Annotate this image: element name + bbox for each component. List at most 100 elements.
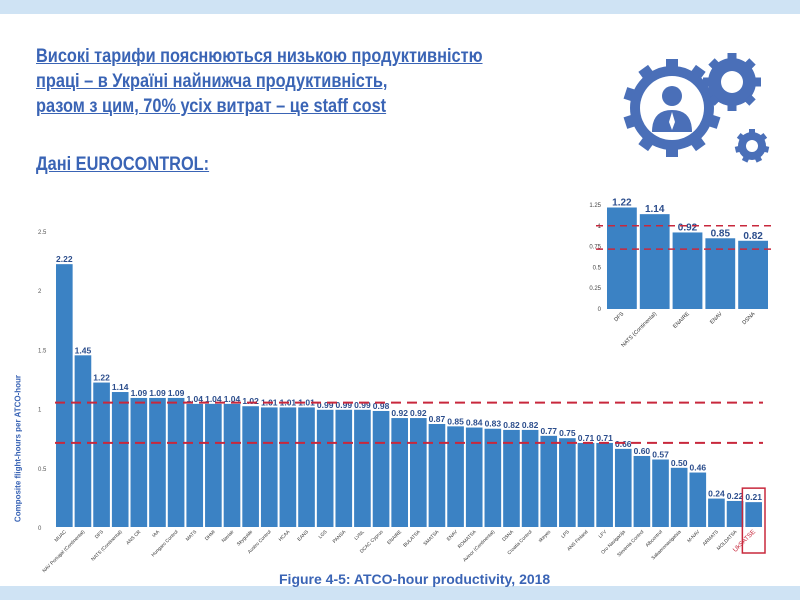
bar-ans-finland (577, 442, 595, 527)
bar-muac (56, 264, 73, 527)
value-label: 0.71 (596, 433, 613, 443)
value-label: 0.50 (671, 458, 688, 468)
value-label: 0.82 (503, 420, 520, 430)
main-chart: 2.221.451.221.141.09 1.09 1.091.04 1.04 1.04… (38, 186, 772, 574)
x-tick-label: NATS (Continental) (90, 529, 124, 563)
inset-value-label: 1.22 (612, 197, 632, 208)
value-label: 0.24 (708, 489, 725, 499)
value-label: 0.57 (652, 450, 669, 460)
x-tick-label: Skyguide (236, 529, 254, 547)
bar-eans (298, 407, 315, 527)
bar-ans-cr (130, 397, 148, 527)
bar-uksatse (745, 502, 762, 527)
inset-y-tick-label: 1 (598, 224, 602, 230)
value-label: 0.92 (410, 408, 427, 418)
bar-hcaa (279, 407, 297, 527)
y-tick-label: 0 (38, 526, 42, 532)
inset-bar-dsna (738, 240, 768, 309)
inset-bar-dfs (607, 207, 637, 309)
y-tick-label: 2.5 (38, 230, 47, 236)
bar-skeyes (540, 435, 558, 527)
bar-oro-navigacija (614, 448, 632, 527)
value-label: 0.83 (485, 419, 502, 429)
inset-value-label: 0.82 (743, 231, 763, 242)
value-label: 0.99 (317, 400, 334, 410)
bar-hungaro-control (167, 397, 185, 527)
x-tick-label: Naviair (221, 529, 236, 544)
value-label: 0.92 (391, 408, 408, 418)
value-label: 0.46 (690, 463, 707, 473)
value-label: 0.99 (336, 400, 353, 410)
value-label: 0.77 (540, 426, 557, 436)
x-tick-label: ANS CR (125, 529, 142, 546)
slide: Високі тарифи пояснюються низькою продук… (0, 14, 800, 587)
bar-romatsa (465, 427, 483, 527)
bar-austro-control (260, 407, 278, 527)
uksatse-highlight-box (741, 487, 766, 554)
x-tick-label: ENAIRE (386, 529, 403, 546)
bar-sakaeronavigatsia (670, 467, 688, 527)
value-label: 1.14 (112, 382, 129, 392)
bar-enaire (391, 418, 408, 527)
value-label: 0.75 (559, 428, 576, 438)
value-label: 0.71 (578, 433, 595, 443)
x-tick-label: EANS (296, 529, 309, 542)
value-label: 1.02 (242, 396, 259, 406)
subtitle: Дані EUROCONTROL: (36, 154, 210, 175)
value-label: 1.01 (298, 397, 315, 407)
inset-y-tick-label: 0.5 (593, 265, 602, 271)
inset-value-label: 0.92 (678, 222, 698, 233)
inset-y-tick-label: 1.25 (589, 203, 601, 209)
x-tick-label: DSNA (501, 529, 515, 543)
x-tick-label: MUAC (53, 529, 68, 544)
bar-lgs (316, 409, 334, 527)
bar-croatia-control (521, 429, 539, 527)
value-label: 0.60 (634, 446, 651, 456)
bar-albcontrol (652, 459, 669, 527)
value-label: 2.22 (56, 254, 73, 264)
value-label: 0.84 (466, 418, 483, 428)
x-tick-label: IAA (151, 529, 161, 539)
value-label: 0.98 (373, 401, 390, 411)
x-tick-label: MATS (185, 529, 198, 542)
bar-avinor-continental- (484, 428, 502, 527)
value-label: 1.04 (224, 394, 241, 404)
x-tick-label: PANSA (332, 529, 348, 545)
bar-armats (708, 498, 725, 527)
y-tick-label: 1 (38, 408, 42, 414)
inset-value-label: 0.85 (711, 228, 731, 239)
x-tick-label: DFS (94, 529, 105, 540)
bar-smatsa (428, 423, 446, 527)
bar-enav (447, 426, 464, 527)
bar-lfv (596, 442, 613, 527)
title-line-3: разом з цим, 70% усіх витрат – це staff … (36, 96, 387, 117)
bar-naviair (223, 403, 241, 527)
bar-moldatsa (726, 500, 744, 527)
x-tick-label: Avinor (Continental) (462, 529, 496, 563)
value-label: 1.22 (93, 373, 110, 383)
value-label: 1.45 (75, 345, 92, 355)
x-tick-label: LGS (318, 529, 329, 540)
value-label: 0.82 (522, 420, 539, 430)
inset-bar-enav (705, 238, 736, 309)
gears-person-icon (623, 53, 770, 163)
bar-dfs (93, 382, 110, 527)
value-label: 1.04 (205, 394, 222, 404)
value-label: 0.21 (745, 492, 762, 502)
x-tick-label: LFV (598, 529, 609, 540)
inset-bar-enaire (672, 232, 703, 309)
inset-y-tick-label: 0.75 (589, 245, 601, 251)
value-label: 1.09 (131, 388, 148, 398)
x-tick-label: M-NAV (686, 529, 701, 544)
value-label: 1.09 (149, 388, 166, 398)
title-line-2: праці – в Україні найнижча продуктивніст… (36, 71, 388, 92)
bar-nav-portugal-continental- (74, 355, 92, 527)
value-label: 0.22 (727, 491, 744, 501)
bar-nats-continental- (111, 392, 129, 527)
bar-lps (559, 438, 576, 527)
bar-skyguide (242, 406, 259, 527)
x-tick-label: SMATSA (422, 529, 441, 548)
y-axis-label: Composite flight-hours per ATCO-hour (13, 374, 23, 523)
bar-bulatsa (410, 418, 427, 527)
